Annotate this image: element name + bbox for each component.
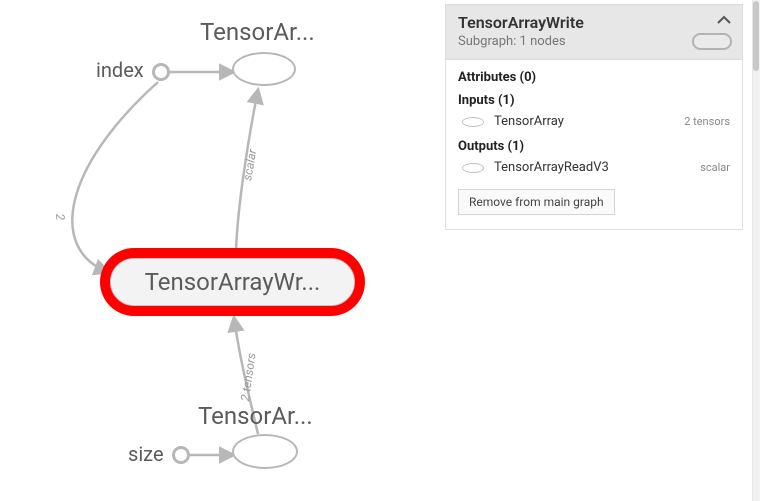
ellipse-icon: [462, 117, 484, 127]
outputs-header: Outputs (1): [458, 139, 730, 154]
graph-canvas[interactable]: TensorAr... index scalar 2 TensorArrayWr…: [0, 0, 445, 501]
output-name: TensorArrayReadV3: [494, 160, 692, 175]
scrollbar-track[interactable]: [752, 0, 760, 501]
output-meta: scalar: [700, 161, 730, 174]
node-type-icon: [692, 33, 732, 50]
input-row[interactable]: TensorArray 2 tensors: [458, 112, 730, 131]
node-bottom-ellipse[interactable]: [232, 434, 298, 469]
edge-label-scalar: scalar: [240, 148, 259, 181]
node-center-highlight[interactable]: TensorArrayWr...: [100, 248, 365, 316]
node-top-label: TensorAr...: [200, 18, 315, 46]
input-name: TensorArray: [494, 114, 676, 129]
panel-subtitle: Subgraph: 1 nodes: [458, 34, 730, 49]
ellipse-icon: [462, 163, 484, 173]
chevron-up-icon[interactable]: [716, 12, 732, 30]
details-panel: TensorArrayWrite Subgraph: 1 nodes Attri…: [445, 4, 743, 230]
panel-title: TensorArrayWrite: [458, 13, 730, 32]
node-size-circle[interactable]: [172, 446, 190, 464]
panel-body: Attributes (0) Inputs (1) TensorArray 2 …: [445, 60, 743, 230]
edge-label-two: 2: [53, 213, 67, 221]
node-center-label: TensorArrayWr...: [145, 268, 321, 296]
node-size-label: size: [128, 442, 164, 466]
node-bottom-label: TensorAr...: [198, 402, 313, 430]
remove-from-main-graph-button[interactable]: Remove from main graph: [458, 189, 615, 215]
attributes-header: Attributes (0): [458, 70, 730, 85]
node-index-label: index: [96, 58, 144, 82]
node-center-label-box: TensorArrayWr...: [110, 258, 355, 306]
node-top-ellipse[interactable]: [232, 52, 296, 86]
inputs-header: Inputs (1): [458, 93, 730, 108]
scrollbar-thumb[interactable]: [753, 1, 759, 71]
panel-header[interactable]: TensorArrayWrite Subgraph: 1 nodes: [445, 4, 743, 60]
node-index-circle[interactable]: [152, 63, 170, 81]
edge-label-two-tensors: 2 tensors: [238, 352, 259, 402]
output-row[interactable]: TensorArrayReadV3 scalar: [458, 158, 730, 177]
input-meta: 2 tensors: [684, 115, 730, 128]
